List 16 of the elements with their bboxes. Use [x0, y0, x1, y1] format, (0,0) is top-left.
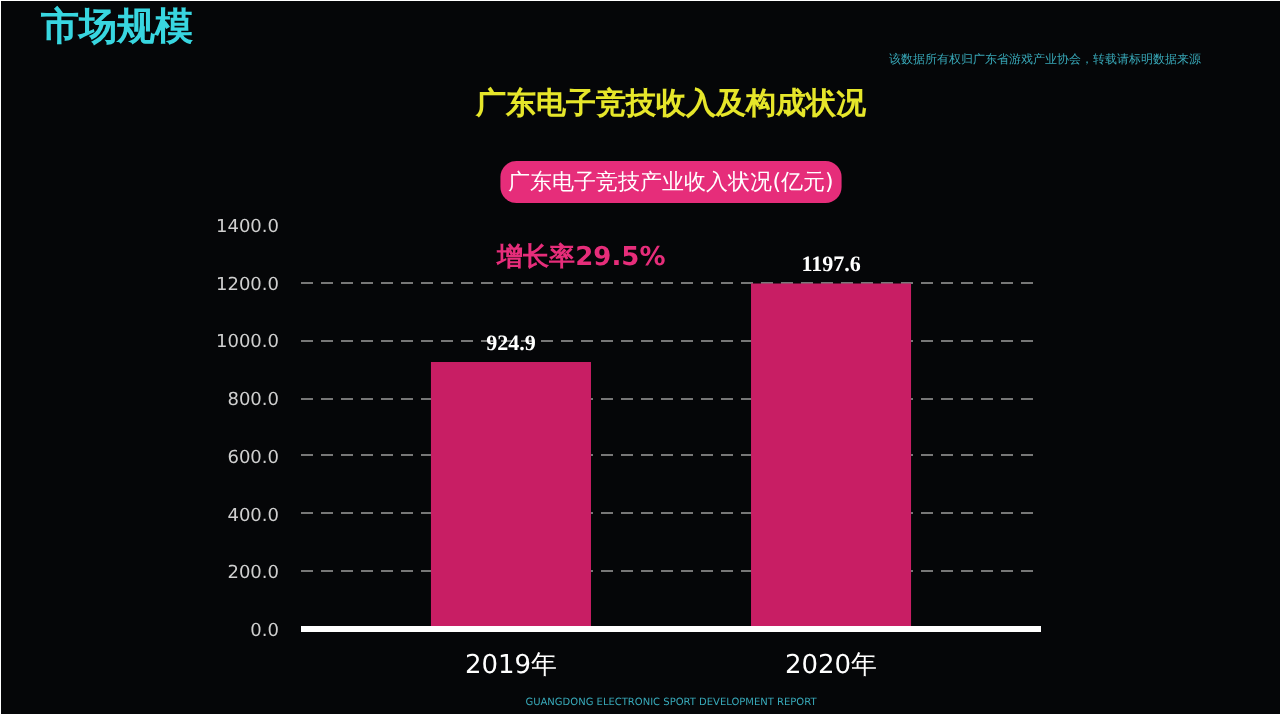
x-tick-label: 2020年 [784, 651, 878, 681]
y-tick-label: 200.0 [227, 564, 280, 585]
y-tick-label: 400.0 [227, 506, 280, 527]
data-label: 1197.6 [801, 253, 862, 278]
x-tick-label: 2019年 [464, 651, 558, 681]
annotation: 增长率29.5% [495, 240, 666, 273]
chart-title: 广东电子竞技收入及构成状况 [474, 85, 868, 121]
y-tick-label: 0.0 [250, 622, 280, 642]
text: 市场规模 [39, 5, 193, 49]
data-label: 924.9 [486, 332, 537, 357]
chart-subtitle: 广东电子竞技产业收入状况(亿元) [508, 169, 834, 195]
y-tick-label: 1000.0 [216, 333, 280, 354]
y-tick-label: 800.0 [227, 391, 280, 412]
y-tick-label: 1200.0 [216, 275, 280, 296]
y-tick-label: 1400.0 [216, 218, 280, 238]
y-tick-label: 600.0 [227, 448, 280, 469]
